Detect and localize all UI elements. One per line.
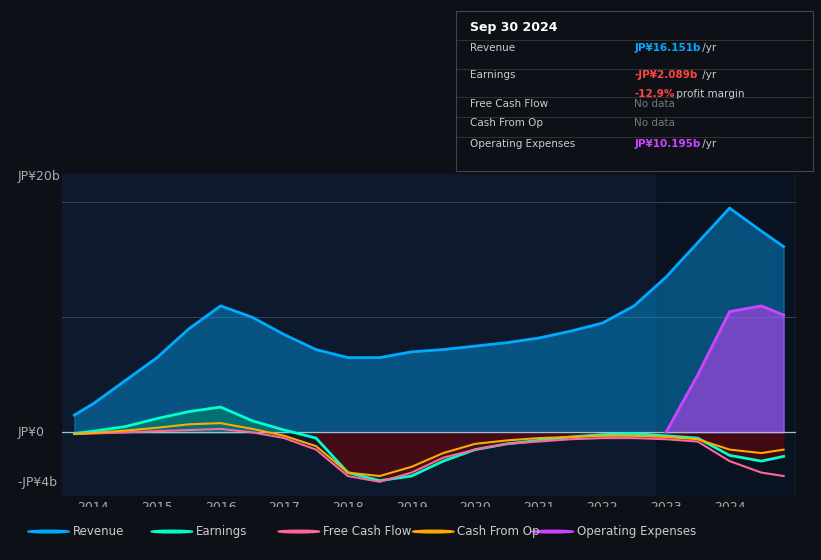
Text: profit margin: profit margin <box>672 90 745 100</box>
Text: Operating Expenses: Operating Expenses <box>576 525 696 538</box>
Circle shape <box>277 530 319 533</box>
Bar <box>657 174 793 496</box>
Text: Revenue: Revenue <box>72 525 124 538</box>
Text: Earnings: Earnings <box>470 70 516 80</box>
Text: Cash From Op: Cash From Op <box>470 118 543 128</box>
Text: No data: No data <box>635 118 675 128</box>
Circle shape <box>532 530 574 533</box>
Text: JP¥0: JP¥0 <box>17 426 44 439</box>
Text: Revenue: Revenue <box>470 43 515 53</box>
Text: Operating Expenses: Operating Expenses <box>470 139 576 149</box>
Text: /yr: /yr <box>699 43 716 53</box>
Text: JP¥16.151b: JP¥16.151b <box>635 43 700 53</box>
Circle shape <box>28 530 70 533</box>
Text: Cash From Op: Cash From Op <box>457 525 539 538</box>
Text: -JP¥2.089b: -JP¥2.089b <box>635 70 698 80</box>
Circle shape <box>151 530 193 533</box>
Text: No data: No data <box>635 99 675 109</box>
Text: JP¥10.195b: JP¥10.195b <box>635 139 700 149</box>
Text: -JP¥4b: -JP¥4b <box>17 476 57 489</box>
Text: JP¥20b: JP¥20b <box>17 170 60 183</box>
Text: Earnings: Earnings <box>195 525 247 538</box>
Text: /yr: /yr <box>699 70 716 80</box>
Circle shape <box>412 530 454 533</box>
Text: Free Cash Flow: Free Cash Flow <box>470 99 548 109</box>
Text: -12.9%: -12.9% <box>635 90 675 100</box>
Text: /yr: /yr <box>699 139 716 149</box>
Text: Free Cash Flow: Free Cash Flow <box>323 525 411 538</box>
Text: Sep 30 2024: Sep 30 2024 <box>470 21 557 34</box>
